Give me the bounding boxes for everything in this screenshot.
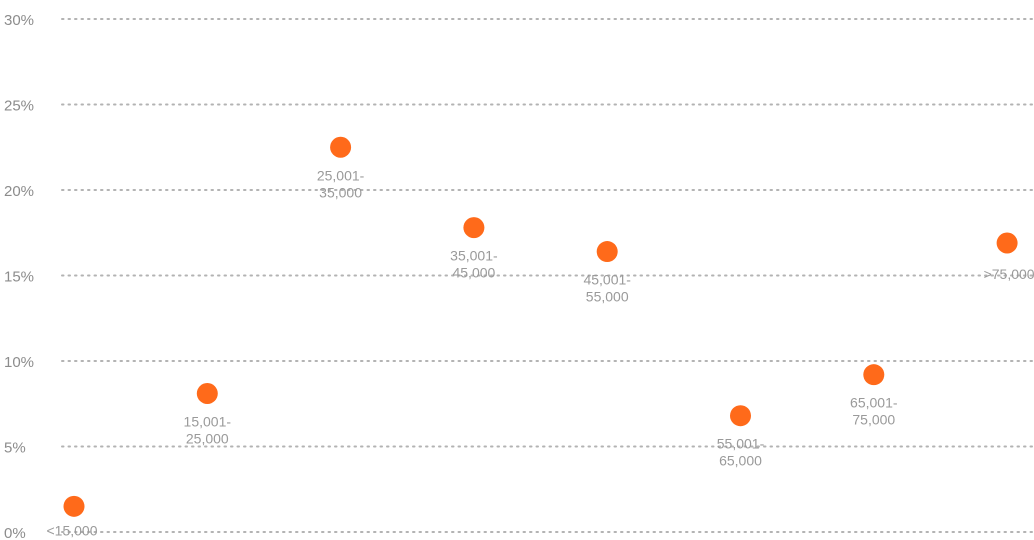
data-label: 65,001-75,000 — [850, 395, 898, 428]
y-tick-label: 10% — [4, 354, 34, 371]
data-label: 15,001-25,000 — [184, 413, 232, 446]
data-label: 25,001-35,000 — [317, 167, 365, 200]
data-label: 55,001-65,000 — [717, 436, 765, 469]
data-point — [597, 241, 618, 262]
data-point — [330, 137, 351, 158]
data-point — [863, 364, 884, 385]
data-label: >75,000 — [984, 266, 1034, 282]
y-tick-label: 15% — [4, 269, 34, 286]
data-label: 35,001-45,000 — [450, 248, 498, 281]
y-tick-label: 25% — [4, 98, 34, 115]
data-point — [730, 405, 751, 426]
data-point — [997, 233, 1018, 254]
data-point — [64, 496, 85, 517]
data-point — [197, 383, 218, 404]
data-label: <15,000 — [47, 522, 98, 538]
data-labels: <15,000 15,001-25,000 25,001-35,000 35,001-… — [47, 167, 1034, 538]
data-point — [463, 217, 484, 238]
data-label: 45,001-55,000 — [583, 272, 631, 305]
data-points — [64, 137, 1018, 517]
y-tick-label: 30% — [4, 12, 34, 29]
y-tick-label: 5% — [4, 440, 26, 457]
y-tick-label: 0% — [4, 525, 26, 540]
y-tick-label: 20% — [4, 183, 34, 200]
y-axis-tick-labels: 0% 5% 10% 15% 20% 25% 30% — [4, 12, 34, 540]
gridlines — [62, 19, 1034, 532]
